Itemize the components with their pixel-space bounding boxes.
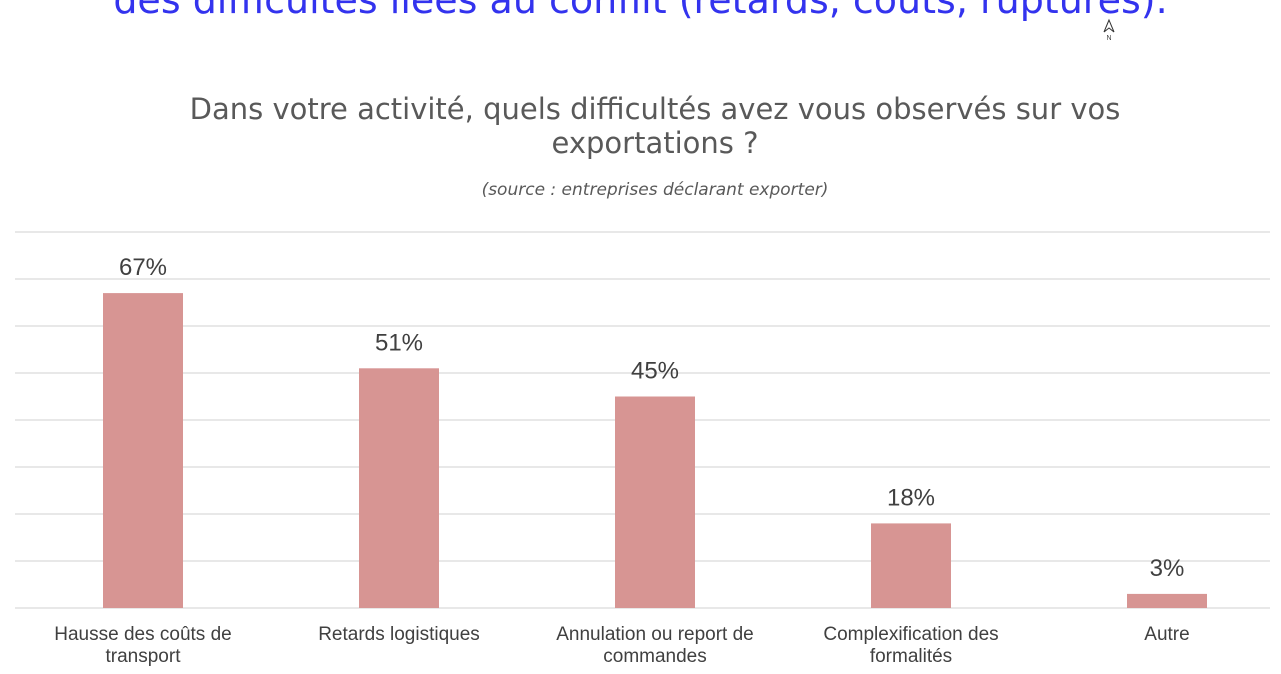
x-tick-label: Retards logistiques	[318, 624, 480, 645]
value-label: 67%	[119, 254, 167, 281]
header-text: des difficultés liées au conflit (retard…	[113, 0, 1168, 22]
value-label: 3%	[1150, 555, 1185, 582]
chart-subtitle: (source : entreprises déclarant exporter…	[481, 180, 829, 200]
compass-label: N	[1106, 35, 1111, 42]
x-tick-label: Autre	[1144, 624, 1190, 645]
bar	[871, 523, 951, 608]
bar	[1127, 593, 1207, 608]
value-label: 51%	[375, 329, 423, 356]
x-tick-label: Hausse des coûts de transport	[54, 624, 232, 667]
value-label: 18%	[887, 484, 935, 511]
bar	[359, 368, 439, 608]
chart-title: Dans votre activité, quels difficultés a…	[189, 92, 1121, 160]
x-tick-label: Complexification des formalités	[823, 624, 999, 667]
bar	[615, 396, 695, 608]
x-tick-label: Annulation ou report de commandes	[556, 624, 754, 667]
value-label: 45%	[631, 358, 679, 385]
compass-arrow	[1103, 18, 1115, 33]
bar	[103, 293, 183, 608]
